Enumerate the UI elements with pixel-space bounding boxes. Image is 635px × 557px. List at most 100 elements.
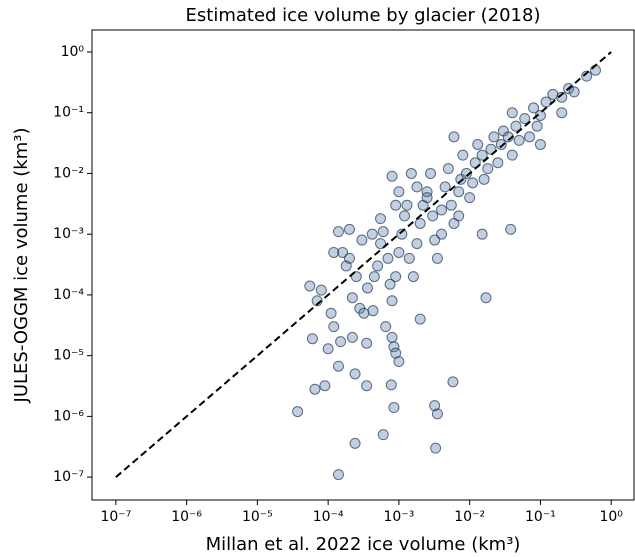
scatter-point: [328, 246, 340, 258]
scatter-point: [399, 210, 411, 222]
scatter-point: [335, 336, 347, 348]
scatter-point: [460, 167, 472, 179]
x-tick-label: 10⁻⁴: [313, 509, 344, 525]
scatter-point: [372, 260, 384, 272]
scatter-point: [343, 252, 355, 264]
y-tick-label: 10⁻⁶: [53, 408, 84, 424]
scatter-point: [510, 120, 522, 132]
scatter-point: [390, 271, 402, 283]
x-tick-label: 10⁻³: [383, 509, 414, 525]
scatter-point: [332, 360, 344, 372]
scatter-point: [453, 186, 465, 198]
scatter-point: [332, 469, 344, 481]
scatter-point: [346, 331, 358, 343]
scatter-point: [380, 321, 392, 333]
y-tick-label: 10⁰: [61, 44, 85, 60]
scatter-point: [386, 295, 398, 307]
scatter-point: [445, 199, 457, 211]
y-tick-label: 10⁻⁴: [53, 287, 84, 303]
scatter-point: [439, 181, 451, 193]
scatter-point: [356, 234, 368, 246]
scatter-point: [349, 368, 361, 380]
y-tick-label: 10⁻⁵: [53, 348, 84, 364]
scatter-point: [315, 284, 327, 296]
scatter-point: [292, 406, 304, 418]
scatter-point: [531, 120, 543, 132]
scatter-point: [425, 167, 437, 179]
scatter-point: [319, 380, 331, 392]
scatter-point: [385, 379, 397, 391]
scatter-point: [343, 223, 355, 235]
scatter-point: [436, 228, 448, 240]
scatter-point: [431, 408, 443, 420]
scatter-point: [362, 282, 374, 294]
scatter-point: [480, 292, 492, 304]
scatter-point: [568, 86, 580, 98]
scatter-point: [488, 131, 500, 143]
scatter-point: [581, 70, 593, 82]
scatter-point: [328, 321, 340, 333]
scatter-point: [386, 170, 398, 182]
y-tick-label: 10⁻²: [53, 165, 84, 181]
reference-line: [115, 51, 612, 478]
scatter-point: [337, 246, 349, 258]
scatter-point: [388, 341, 400, 353]
chart-title: Estimated ice volume by glacier (2018): [186, 5, 541, 26]
scatter-point: [375, 238, 387, 250]
scatter-point: [361, 337, 373, 349]
scatter-point: [534, 138, 546, 150]
scatter-point: [384, 278, 396, 290]
scatter-point: [411, 238, 423, 250]
scatter-point: [528, 102, 540, 114]
scatter-point: [476, 228, 488, 240]
scatter-point: [478, 173, 490, 185]
scatter-point: [421, 192, 433, 204]
scatter-point: [377, 226, 389, 238]
scatter-point: [436, 204, 448, 216]
scatter-point: [388, 402, 400, 414]
scatter-point: [375, 213, 387, 225]
scatter-point: [457, 149, 469, 161]
x-tick-label: 10⁻¹: [525, 509, 556, 525]
scatter-point: [368, 271, 380, 283]
scatter-point: [411, 181, 423, 193]
scatter-point: [401, 199, 413, 211]
scatter-point: [377, 429, 389, 441]
x-tick-label: 10⁻²: [454, 509, 485, 525]
scatter-point: [429, 400, 441, 412]
scatter-point: [482, 163, 494, 175]
scatter-point: [467, 177, 479, 189]
scatter-point: [346, 292, 358, 304]
scatter-point: [453, 210, 465, 222]
x-tick-label: 10⁻⁶: [171, 509, 202, 525]
plot-frame: [91, 29, 635, 501]
scatter-point: [366, 228, 378, 240]
y-tick-label: 10⁻³: [53, 226, 84, 242]
y-tick-label: 10⁻¹: [53, 105, 84, 121]
scatter-point: [519, 113, 531, 125]
y-tick-label: 10⁻⁷: [53, 469, 84, 485]
scatter-point: [506, 149, 518, 161]
scatter-point: [534, 109, 546, 121]
scatter-point: [513, 134, 525, 146]
scatter-point: [556, 107, 568, 119]
y-axis-label: JULES-OGGM ice volume (km³): [11, 128, 32, 404]
x-tick-label: 10⁻⁵: [242, 509, 273, 525]
scatter-point: [414, 217, 426, 229]
scatter-point: [448, 131, 460, 143]
scatter-point: [431, 252, 443, 264]
scatter-point: [325, 307, 337, 319]
scatter-point: [386, 331, 398, 343]
scatter-point: [523, 131, 535, 143]
x-tick-label: 10⁰: [599, 509, 623, 525]
scatter-point: [556, 91, 568, 103]
scatter-point: [505, 223, 517, 235]
scatter-point: [358, 307, 370, 319]
scatter-point: [492, 157, 504, 169]
scatter-point: [506, 107, 518, 119]
scatter-point: [382, 252, 394, 264]
scatter-point: [495, 138, 507, 150]
scatter-point: [332, 226, 344, 238]
scatter-point: [396, 228, 408, 240]
